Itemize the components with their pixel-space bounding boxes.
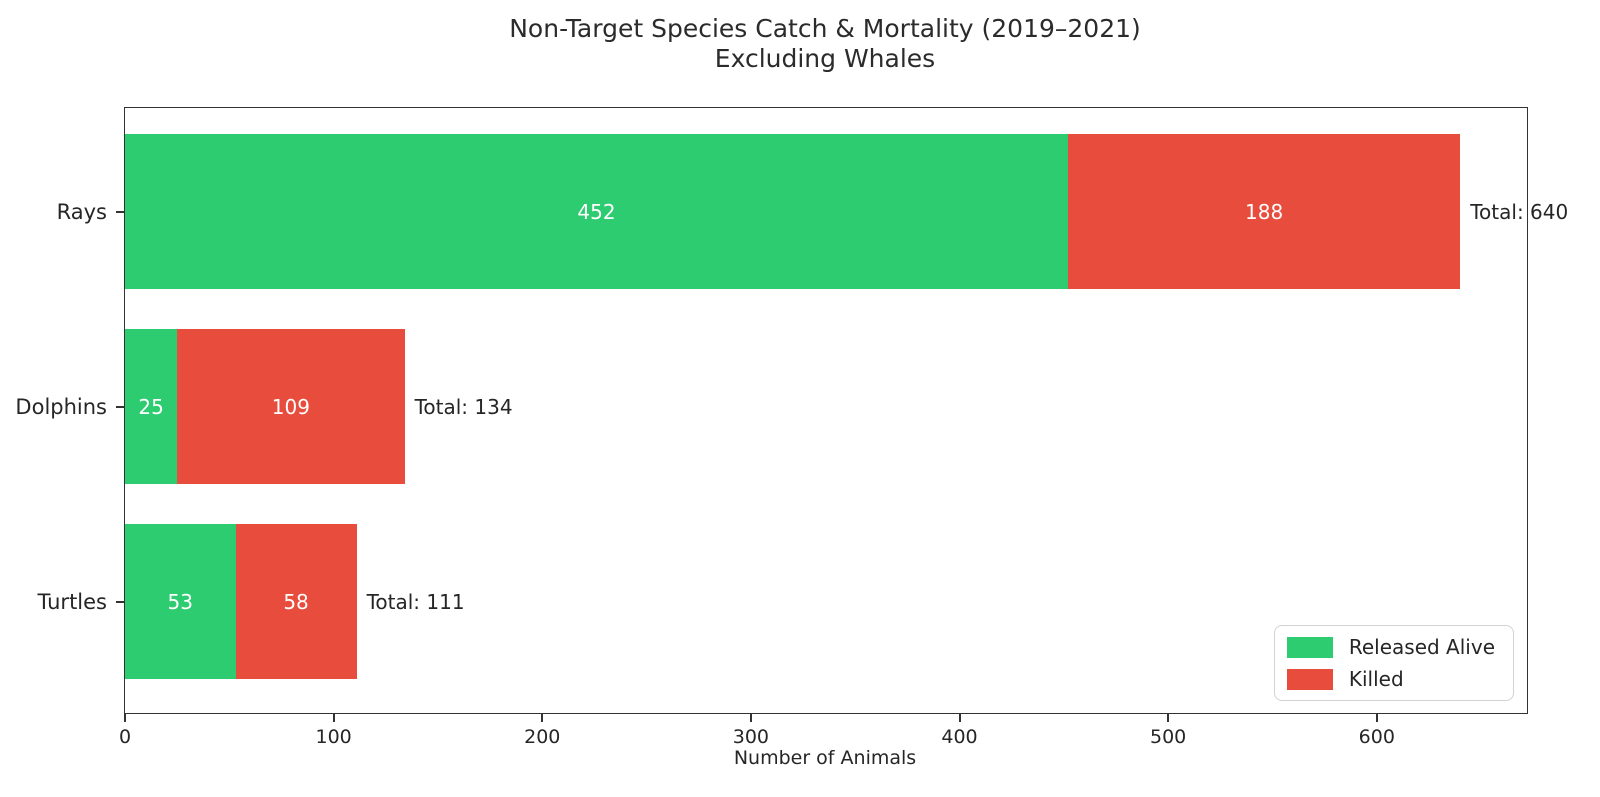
- bar-value-label: 58: [283, 589, 309, 614]
- x-tick-label: 400: [941, 726, 978, 748]
- x-tick-mark: [749, 713, 752, 722]
- bar-segment-released-alive: 452: [125, 134, 1068, 289]
- x-tick-mark: [958, 713, 961, 722]
- bar-value-label: 25: [138, 394, 164, 419]
- chart-title-block: Non-Target Species Catch & Mortality (20…: [124, 14, 1526, 74]
- x-tick-mark: [124, 713, 126, 722]
- y-tick-mark: [116, 600, 125, 603]
- bar-value-label: 109: [271, 394, 310, 419]
- x-tick-label: 0: [118, 726, 132, 748]
- total-label: Total: 134: [414, 394, 513, 419]
- x-tick-label: 500: [1150, 726, 1187, 748]
- total-label: Total: 640: [1470, 199, 1569, 224]
- bar-value-label: 53: [167, 589, 193, 614]
- bar-segment-released-alive: 53: [125, 524, 236, 679]
- chart-subtitle: Excluding Whales: [714, 44, 936, 73]
- x-tick-label: 300: [732, 726, 770, 748]
- x-axis-label: Number of Animals: [733, 747, 917, 769]
- legend-label: Released Alive: [1348, 635, 1495, 659]
- y-axis-category-label: Dolphins: [15, 394, 107, 419]
- y-tick-mark: [116, 210, 125, 213]
- plot-area: Rays 452 188 Total: 640 Dolphins 25 109 Total: …: [15, 107, 1568, 748]
- x-tick-label: 200: [524, 726, 561, 748]
- chart-title: Non-Target Species Catch & Mortality (20…: [509, 14, 1141, 43]
- x-tick-label: 100: [315, 726, 352, 748]
- y-tick-mark: [116, 405, 125, 408]
- bar-segment-killed: 188: [1068, 134, 1461, 289]
- bar-segment-released-alive: 25: [125, 329, 178, 484]
- bar-value-label: 452: [577, 199, 616, 224]
- bar-value-label: 188: [1245, 199, 1284, 224]
- legend-swatch-released-alive: [1286, 636, 1333, 658]
- x-tick-mark: [541, 713, 544, 722]
- y-axis-category-label: Rays: [56, 199, 107, 224]
- y-axis-category-label: Turtles: [37, 589, 107, 614]
- x-tick-mark: [1167, 713, 1170, 722]
- total-label: Total: 111: [366, 589, 465, 614]
- bar-segment-killed: 58: [235, 524, 357, 679]
- legend-swatch-killed: [1286, 668, 1333, 690]
- x-tick-mark: [1375, 713, 1378, 722]
- legend-label: Killed: [1348, 667, 1404, 691]
- bar-segment-killed: 109: [177, 329, 405, 484]
- legend: Released Alive Killed: [1273, 625, 1514, 701]
- x-tick-label: 600: [1358, 726, 1395, 748]
- legend-entry: Released Alive: [1286, 635, 1501, 659]
- x-tick-mark: [332, 713, 335, 722]
- legend-entry: Killed: [1286, 667, 1501, 691]
